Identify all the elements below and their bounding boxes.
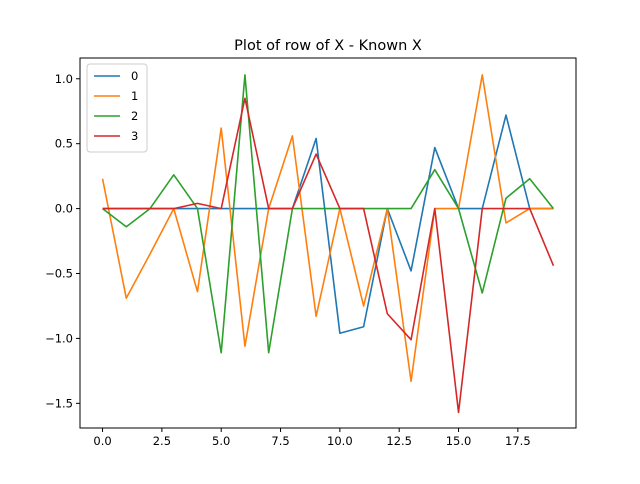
y-tick-label: −0.5 xyxy=(45,267,73,281)
series-layer xyxy=(101,74,555,414)
y-tick-label: 0.5 xyxy=(55,137,73,151)
legend-label: 0 xyxy=(131,69,138,83)
legend-box xyxy=(86,63,148,153)
series-line-3 xyxy=(102,97,555,414)
plot-frame xyxy=(79,57,577,429)
x-tick-label: 0.0 xyxy=(93,434,111,448)
series-line-0 xyxy=(102,114,554,335)
y-tick-label: 1.0 xyxy=(55,72,73,86)
x-axis: 0.0 2.5 5.0 7.5 10.0 12.5 15.0 17.5 xyxy=(93,428,531,448)
legend-label: 3 xyxy=(131,129,138,143)
y-tick-label: −1.0 xyxy=(45,331,73,345)
legend-label: 2 xyxy=(131,109,138,123)
series-line-2 xyxy=(102,74,555,354)
series-line-1 xyxy=(101,74,554,383)
x-tick-label: 17.5 xyxy=(505,434,531,448)
y-axis: 1.0 0.5 0.0 −0.5 −1.0 −1.5 xyxy=(45,72,80,410)
x-tick-label: 2.5 xyxy=(153,434,171,448)
y-tick-label: 0.0 xyxy=(55,202,73,216)
x-tick-label: 15.0 xyxy=(446,434,472,448)
x-tick-label: 5.0 xyxy=(212,434,230,448)
legend-label: 1 xyxy=(131,89,138,103)
x-tick-label: 7.5 xyxy=(271,434,289,448)
x-tick-label: 12.5 xyxy=(386,434,412,448)
x-tick-label: 10.0 xyxy=(327,434,353,448)
y-tick-label: −1.5 xyxy=(45,396,73,410)
legend: 0 1 2 3 xyxy=(86,63,148,153)
chart-title: Plot of row of X - Known X xyxy=(234,38,422,54)
